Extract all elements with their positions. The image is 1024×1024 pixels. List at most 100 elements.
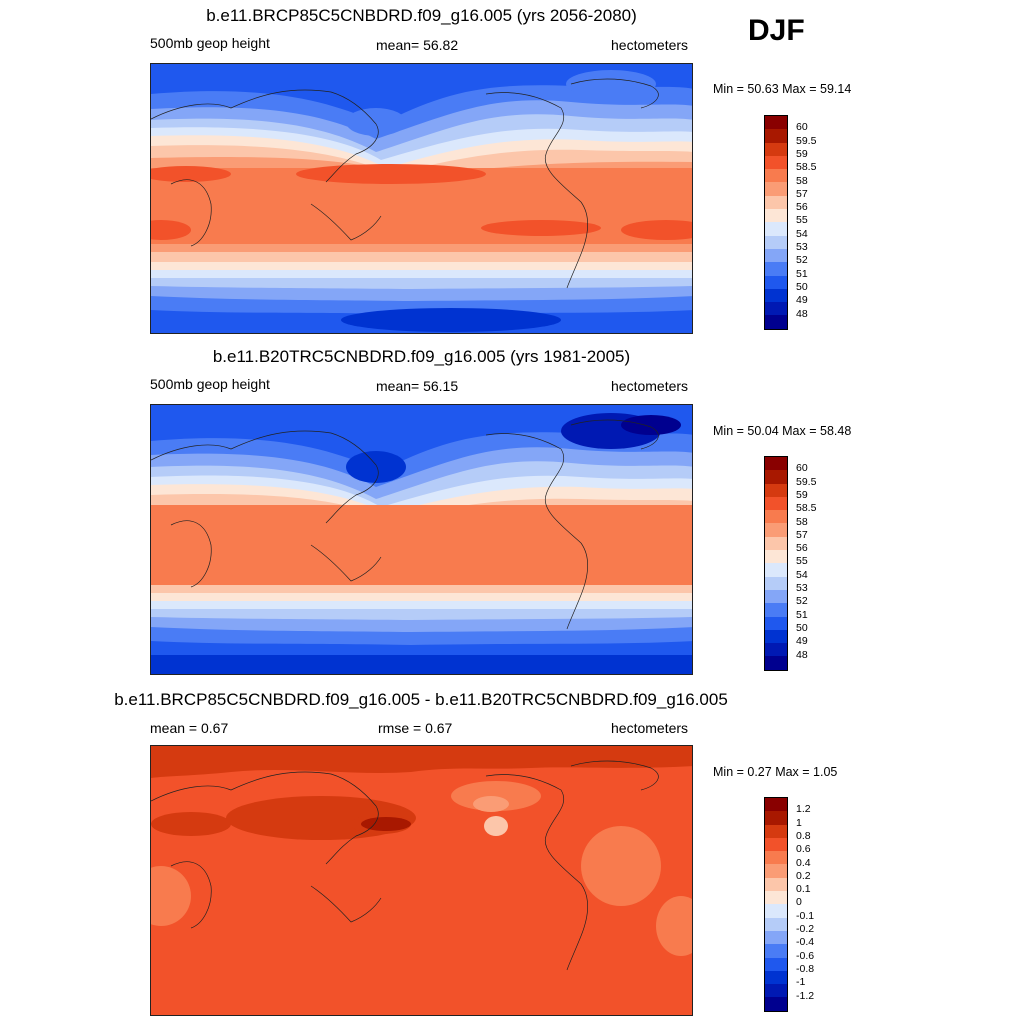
- panel1-units-label: hectometers: [611, 37, 689, 53]
- colorbar-swatch: [765, 997, 787, 1011]
- band-595: [481, 220, 601, 236]
- colorbar-tick-label: 59.5: [796, 134, 817, 147]
- colorbar-tick-label: 0.2: [796, 869, 811, 882]
- colorbar-swatch: [765, 616, 787, 630]
- panel2-mean-label: mean= 56.15: [376, 378, 459, 394]
- colorbar-tick-label: 59.5: [796, 475, 817, 488]
- colorbar-swatch: [765, 129, 787, 143]
- colorbar-swatch: [765, 656, 787, 670]
- colorbar-swatch: [765, 483, 787, 497]
- colorbar-tick-label: 53: [796, 582, 808, 594]
- panel1-minmax: Min = 50.63 Max = 59.14: [713, 82, 852, 96]
- colorbar-swatch: [765, 930, 787, 945]
- colorbar-tick-label: 60: [796, 462, 808, 475]
- colorbar-swatch: [765, 510, 787, 524]
- coastlines: [151, 78, 659, 289]
- colorbar-swatch: [765, 262, 787, 276]
- colorbar-swatch: [765, 576, 787, 590]
- panel3-map: [150, 745, 693, 1016]
- coastlines: [151, 760, 659, 971]
- band-0.4: [581, 826, 661, 906]
- colorbar-swatch: [765, 550, 787, 564]
- colorbar-tick-label: 56: [796, 201, 808, 214]
- band-0.2: [484, 816, 508, 836]
- colorbar-tick-label: 49: [796, 294, 808, 307]
- colorbar-swatch: [765, 235, 787, 249]
- colorbar-swatch: [765, 589, 787, 604]
- colorbar-tick-label: 54: [796, 227, 808, 240]
- colorbar-tick-label: 0.8: [796, 829, 811, 842]
- coastlines: [151, 419, 659, 630]
- colorbar-swatch: [765, 155, 787, 170]
- colorbar-tick-label: 53: [796, 241, 808, 253]
- colorbar-swatch: [765, 470, 787, 484]
- colorbar-tick-label: 0: [796, 896, 802, 909]
- colorbar-swatch: [765, 496, 787, 511]
- colorbar-swatch: [765, 563, 787, 577]
- band-51: [151, 655, 692, 674]
- colorbar-swatch: [765, 957, 787, 971]
- colorbar-tick-label: 60: [796, 121, 808, 134]
- colorbar-tick-label: 49: [796, 635, 808, 648]
- colorbar-tick-label: 0.4: [796, 856, 811, 869]
- colorbar-tick-label: 59: [796, 488, 808, 501]
- colorbar-tick-label: 55: [796, 555, 808, 568]
- colorbar-tick-label: 51: [796, 267, 808, 280]
- panel3-mean-label: mean = 0.67: [150, 720, 229, 736]
- colorbar-tick-label: -0.2: [796, 923, 815, 935]
- colorbar-tick-label: 48: [796, 307, 808, 320]
- low-center: [346, 108, 406, 136]
- low-center: [621, 415, 681, 435]
- colorbar-swatch: [765, 302, 787, 316]
- colorbar-tick-label: -0.1: [796, 909, 815, 922]
- colorbar-swatch: [765, 798, 787, 812]
- colorbar-tick-label: 58.5: [796, 161, 817, 174]
- colorbar-tick-label: -0.4: [796, 936, 815, 949]
- band-0.2: [473, 796, 509, 812]
- panel3-rmse-label: rmse = 0.67: [378, 720, 453, 736]
- panel3-title: b.e11.BRCP85C5CNBDRD.f09_g16.005 - b.e11…: [114, 690, 728, 709]
- colorbar-tick-label: 52: [796, 254, 808, 267]
- colorbar-swatch: [765, 864, 787, 878]
- colorbar-swatch: [765, 917, 787, 931]
- band-0.4: [151, 866, 191, 926]
- colorbar-tick-label: 0.1: [796, 883, 811, 896]
- colorbar-swatch: [765, 811, 787, 825]
- panel1-colorbar: [764, 115, 788, 330]
- colorbar-swatch: [765, 315, 787, 329]
- colorbar-tick-label: 48: [796, 648, 808, 661]
- band-1.0: [361, 817, 411, 831]
- colorbar-swatch: [765, 603, 787, 617]
- band-595: [151, 220, 191, 240]
- colorbar-tick-label: 58: [796, 174, 808, 187]
- low-center: [346, 451, 406, 483]
- colorbar-swatch: [765, 523, 787, 537]
- colorbar-tick-label: -0.8: [796, 962, 815, 975]
- band-595: [621, 220, 692, 240]
- colorbar-tick-label: 0.6: [796, 843, 811, 856]
- colorbar-swatch: [765, 275, 787, 289]
- panel1-contour-svg: [151, 64, 692, 333]
- colorbar-swatch: [765, 169, 787, 183]
- colorbar-swatch: [765, 970, 787, 985]
- panel2-map: [150, 404, 693, 675]
- colorbar-tick-label: 50: [796, 280, 808, 293]
- colorbar-swatch: [765, 116, 787, 130]
- colorbar-swatch: [765, 984, 787, 998]
- colorbar-tick-label: 57: [796, 187, 808, 200]
- colorbar-tick-label: 55: [796, 214, 808, 227]
- colorbar-swatch: [765, 944, 787, 958]
- colorbar-swatch: [765, 643, 787, 657]
- colorbar-swatch: [765, 536, 787, 551]
- panel2-colorbar: [764, 456, 788, 671]
- colorbar-tick-label: -0.6: [796, 949, 815, 962]
- panel1-map: [150, 63, 693, 334]
- low-center: [566, 70, 656, 98]
- panel3-contour-svg: [151, 746, 692, 1015]
- colorbar-tick-label: -1: [796, 976, 806, 989]
- colorbar-swatch: [765, 209, 787, 223]
- season-label: DJF: [748, 14, 805, 47]
- colorbar-tick-label: 56: [796, 542, 808, 555]
- colorbar-swatch: [765, 248, 787, 263]
- panel2-title: b.e11.B20TRC5CNBDRD.f09_g16.005 (yrs 198…: [212, 347, 631, 366]
